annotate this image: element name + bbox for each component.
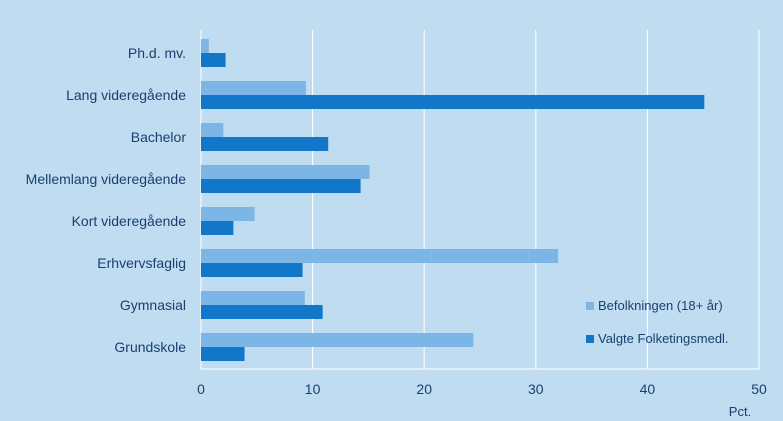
bar-mellemlang-videregående-series-1 xyxy=(201,179,361,193)
legend: Befolkningen (18+ år) Valgte Folketingsm… xyxy=(586,298,729,346)
bar-grundskole-series-0 xyxy=(201,333,474,347)
x-axis-unit-label: Pct. xyxy=(729,404,751,419)
x-tick-label-20: 20 xyxy=(416,381,432,397)
category-label-kort-videregående: Kort videregående xyxy=(72,213,187,229)
legend-swatch-befolkningen xyxy=(586,302,594,310)
bar-lang-videregående-series-1 xyxy=(201,95,705,109)
legend-label-befolkningen: Befolkningen (18+ år) xyxy=(598,298,723,313)
x-tick-label-10: 10 xyxy=(305,381,321,397)
bar-bachelor-series-0 xyxy=(201,123,224,137)
legend-label-folketingsmedl: Valgte Folketingsmedl. xyxy=(598,331,729,346)
bar-lang-videregående-series-0 xyxy=(201,81,306,95)
x-tick-labels: 0 10 20 30 40 50 xyxy=(197,381,767,397)
bar-erhvervsfaglig-series-0 xyxy=(201,249,559,263)
bar-mellemlang-videregående-series-0 xyxy=(201,165,370,179)
category-label-mellemlang-videregående: Mellemlang videregående xyxy=(26,171,187,187)
bar-gymnasial-series-0 xyxy=(201,291,305,305)
bar-bachelor-series-1 xyxy=(201,137,329,151)
x-tick-label-0: 0 xyxy=(197,381,205,397)
x-tick-label-50: 50 xyxy=(751,381,767,397)
category-label-gymnasial: Gymnasial xyxy=(120,297,186,313)
bar-kort-videregående-series-0 xyxy=(201,207,255,221)
legend-swatch-folketingsmedl xyxy=(586,335,594,343)
category-label-lang-videregående: Lang videregående xyxy=(66,87,186,103)
category-label-ph-d-mv: Ph.d. mv. xyxy=(128,45,186,61)
category-labels: Ph.d. mv. Lang videregående Bachelor Mellem… xyxy=(26,45,187,355)
x-tick-label-40: 40 xyxy=(640,381,656,397)
bar-ph-d-mv-series-1 xyxy=(201,53,226,67)
bar-gymnasial-series-1 xyxy=(201,305,323,319)
bar-erhvervsfaglig-series-1 xyxy=(201,263,303,277)
category-label-grundskole: Grundskole xyxy=(114,339,186,355)
bars xyxy=(201,39,705,361)
category-label-erhvervsfaglig: Erhvervsfaglig xyxy=(97,255,186,271)
bar-ph-d-mv-series-0 xyxy=(201,39,209,53)
bar-kort-videregående-series-1 xyxy=(201,221,234,235)
x-tick-label-30: 30 xyxy=(528,381,544,397)
bar-grundskole-series-1 xyxy=(201,347,245,361)
category-label-bachelor: Bachelor xyxy=(131,129,187,145)
